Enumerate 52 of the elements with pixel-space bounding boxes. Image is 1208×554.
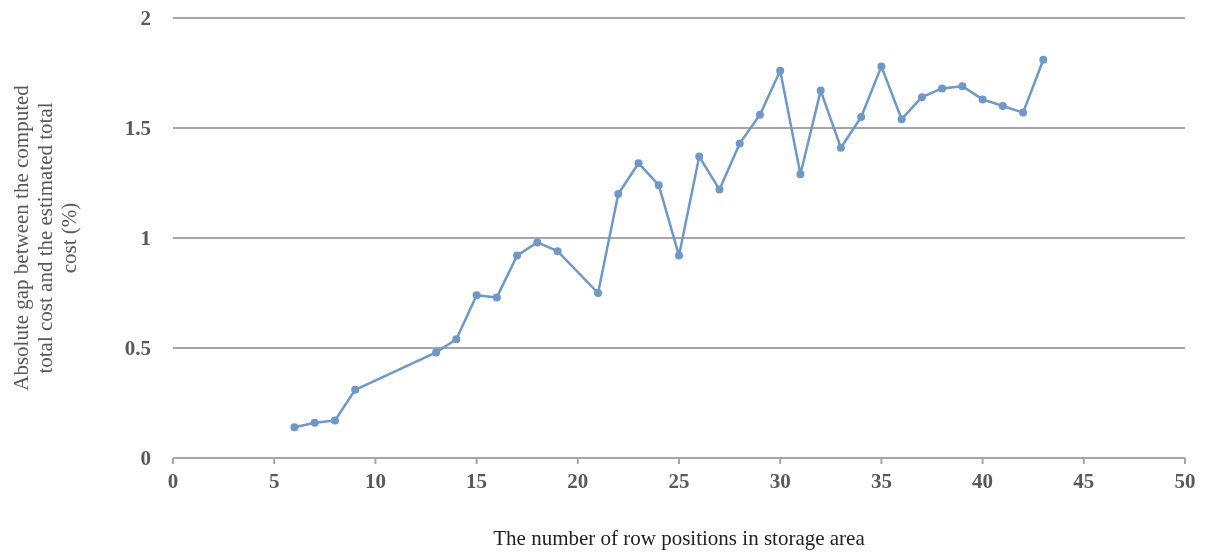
point [917,93,926,102]
x-tick-label: 25 [668,469,690,493]
point [1019,108,1028,117]
point [978,95,987,104]
point [472,291,481,300]
point [857,113,866,121]
point [695,152,704,161]
point [513,251,522,260]
point [776,66,785,75]
point [675,251,683,260]
y-tick-label: 0 [140,446,151,470]
x-tick-label: 45 [1073,469,1095,493]
y-axis-title: Absolute gap between the computed total cost and the estimated total cost (%) [9,84,81,391]
x-tick-label: 40 [972,469,994,493]
x-tick-label: 30 [769,469,791,493]
point [432,348,441,357]
point [938,84,947,93]
point [1039,55,1048,64]
point [452,335,461,344]
x-tick-label: 50 [1174,469,1196,493]
y-tick-label: 1.5 [124,116,151,140]
x-tick-label: 0 [167,469,179,493]
x-tick-label: 15 [466,469,488,493]
y-tick-label: 1 [140,226,151,250]
point [958,82,967,91]
point [897,115,906,124]
point [330,416,339,425]
point [735,139,744,148]
point [614,190,623,198]
x-tick-label: 10 [364,469,386,493]
point [492,293,501,302]
y-tick-label: 0.5 [124,336,151,360]
point [877,62,886,71]
point [594,289,603,297]
point [836,143,845,152]
point [715,185,724,194]
point [553,247,562,256]
point [755,110,764,119]
point [533,238,542,247]
point [290,423,299,432]
point [310,418,319,427]
x-tick-label: 20 [567,469,589,493]
y-tick-label: 2 [140,6,151,30]
point [998,102,1007,110]
x-tick-label: 5 [268,469,280,493]
x-axis-title: The number of row positions in storage area [493,526,866,550]
point [816,86,825,95]
point [351,385,360,394]
point [654,181,663,190]
point [796,170,805,179]
x-tick-label: 35 [870,469,892,493]
point [634,159,643,168]
